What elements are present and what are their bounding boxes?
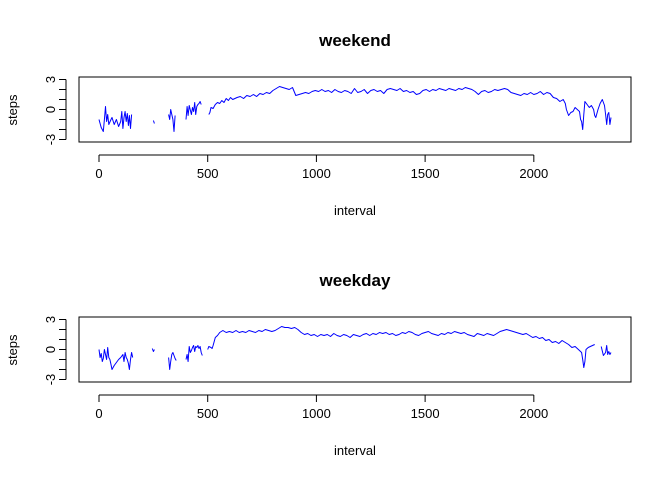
- weekday-series-line: [185, 345, 203, 362]
- weekend-x-tick-label: 2000: [519, 166, 548, 181]
- weekday-x-tick-label: 2000: [519, 406, 548, 421]
- weekend-panel: weekend interval steps 0 500 1000 1500 2000 …: [5, 31, 632, 218]
- weekend-series-line: [152, 120, 155, 124]
- weekend-x-axis-label: interval: [334, 203, 376, 218]
- weekday-panel: weekday interval steps 0 500 1000 1500 2000 …: [5, 271, 632, 458]
- weekday-y-axis-label: steps: [5, 334, 20, 366]
- weekend-plot-frame: [78, 76, 632, 143]
- weekday-series: [98, 326, 612, 370]
- weekday-series-line: [600, 345, 612, 356]
- weekday-chart-title: weekday: [319, 271, 391, 290]
- weekend-y-axis-label: steps: [5, 94, 20, 126]
- weekend-chart-title: weekend: [318, 31, 391, 50]
- weekend-x-tick-label: 0: [95, 166, 102, 181]
- weekend-series-line: [98, 106, 133, 132]
- weekday-x-tick-label: 500: [197, 406, 219, 421]
- weekend-y-tick-label: -3: [43, 134, 58, 146]
- weekday-series-line: [168, 352, 177, 370]
- weekend-series-line: [185, 101, 202, 120]
- weekday-plot-frame: [78, 316, 632, 383]
- weekend-y-axis: -3 0 3: [43, 76, 67, 146]
- weekday-x-axis-label: interval: [334, 443, 376, 458]
- weekend-x-tick-label: 1000: [302, 166, 331, 181]
- weekday-series-line: [207, 326, 595, 368]
- weekend-x-tick-label: 1500: [411, 166, 440, 181]
- weekend-series-line: [208, 86, 612, 130]
- weekday-x-axis: 0 500 1000 1500 2000: [95, 394, 548, 421]
- weekday-x-tick-label: 0: [95, 406, 102, 421]
- weekend-y-tick-label: 0: [43, 106, 58, 113]
- weekend-series-line: [168, 109, 176, 132]
- weekday-x-tick-label: 1000: [302, 406, 331, 421]
- weekday-y-axis: -3 0 3: [43, 316, 67, 386]
- weekday-y-tick-label: -3: [43, 374, 58, 386]
- weekend-x-axis: 0 500 1000 1500 2000: [95, 154, 548, 181]
- weekend-x-tick-label: 500: [197, 166, 219, 181]
- weekday-series-line: [98, 347, 134, 370]
- weekday-x-tick-label: 1500: [411, 406, 440, 421]
- weekday-series-line: [151, 348, 155, 352]
- weekend-series: [98, 86, 612, 132]
- weekday-y-tick-label: 0: [43, 346, 58, 353]
- weekday-y-tick-label: 3: [43, 316, 58, 323]
- weekend-y-tick-label: 3: [43, 76, 58, 83]
